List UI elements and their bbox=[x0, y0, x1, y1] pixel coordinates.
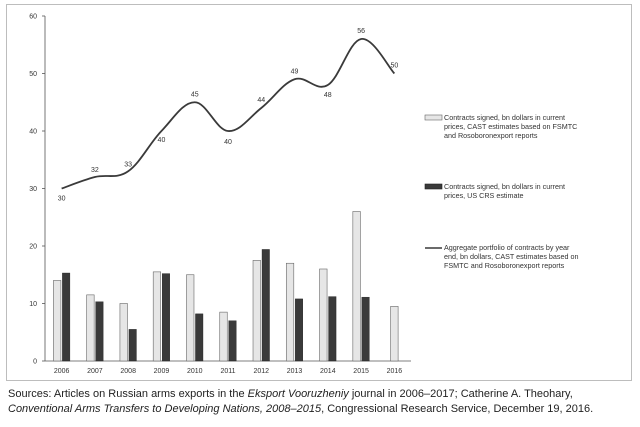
x-tick-label: 2008 bbox=[120, 368, 136, 375]
bar-cast bbox=[119, 303, 128, 362]
legend-entry-text: end, bn dollars, CAST estimates based on bbox=[444, 252, 579, 261]
legend-swatch bbox=[424, 183, 443, 190]
line-point-label: 50 bbox=[390, 63, 398, 70]
bar-cast bbox=[186, 274, 195, 362]
legend-swatch bbox=[424, 114, 443, 121]
bar-crs bbox=[128, 329, 137, 362]
bar-cast bbox=[285, 262, 295, 362]
x-tick-label: 2006 bbox=[54, 368, 70, 375]
bar-crs bbox=[95, 301, 104, 362]
x-tick-label: 2012 bbox=[253, 368, 269, 375]
legend: Contracts signed, bn dollars in currentp… bbox=[424, 113, 579, 270]
bar-crs bbox=[328, 296, 337, 362]
x-tick-label: 2015 bbox=[353, 368, 369, 375]
bar-cast bbox=[152, 271, 162, 362]
chart-frame: 0 10 20 30 40 50 60 2006 2007 2008 2009 2010 2011 201… bbox=[6, 4, 632, 381]
x-tick-label: 2014 bbox=[320, 368, 336, 375]
source-journal: Eksport Vooruzheniy bbox=[247, 388, 349, 400]
x-tick-label: 2016 bbox=[387, 368, 403, 375]
legend-entry-text: prices, CAST estimates based on FSMTC bbox=[444, 122, 577, 131]
label-layer: 30 32 33 40 45 40 44 49 48 56 50 bbox=[58, 28, 399, 203]
line-point-label: 40 bbox=[224, 139, 232, 146]
bar-crs bbox=[361, 296, 370, 362]
chart-canvas: 0 10 20 30 40 50 60 2006 2007 2008 2009 2010 2011 201… bbox=[29, 14, 579, 376]
bar-cast bbox=[352, 211, 361, 362]
y-tick-label: 20 bbox=[29, 244, 37, 251]
y-tick-label: 60 bbox=[29, 14, 37, 21]
line-point-label: 44 bbox=[257, 97, 265, 104]
y-tick-label: 0 bbox=[33, 359, 37, 366]
bar-cast bbox=[319, 268, 328, 362]
x-tick-label: 2011 bbox=[220, 368, 235, 375]
source-mid: journal in 2006–2017; Catherine A. Theoh… bbox=[348, 388, 573, 400]
line-point-label: 48 bbox=[324, 92, 332, 99]
bar-crs bbox=[295, 298, 303, 362]
line-point-label: 45 bbox=[191, 91, 199, 98]
line-point-label: 30 bbox=[58, 196, 66, 203]
bar-cast bbox=[252, 260, 261, 362]
y-tick-label: 30 bbox=[29, 186, 37, 193]
line-point-label: 32 bbox=[91, 167, 99, 174]
grid-layer: 0 10 20 30 40 50 60 2006 2007 2008 2009 2010 2011 201… bbox=[29, 14, 411, 375]
source-prefix: Sources: Articles on Russian arms export… bbox=[8, 388, 248, 400]
source-suffix: , Congressional Research Service, Decemb… bbox=[321, 403, 594, 415]
x-tick-label: 2013 bbox=[287, 368, 303, 375]
legend-entry-text: prices, US CRS estimate bbox=[444, 191, 523, 200]
bar-crs bbox=[162, 273, 170, 362]
aggregate-portfolio-line bbox=[61, 38, 396, 190]
x-tick-label: 2007 bbox=[87, 368, 103, 375]
line-point-label: 40 bbox=[158, 137, 166, 144]
y-tick-label: 10 bbox=[29, 301, 37, 308]
line-point-label: 56 bbox=[357, 28, 365, 35]
bar-crs bbox=[228, 320, 237, 362]
legend-entry-text: Contracts signed, bn dollars in current bbox=[444, 182, 565, 191]
bar-cast bbox=[53, 280, 62, 362]
x-tick-label: 2010 bbox=[187, 368, 203, 375]
source-note: Sources: Articles on Russian arms export… bbox=[8, 387, 636, 417]
line-point-label: 49 bbox=[291, 68, 299, 75]
legend-entry-text: FSMTC and Rosoboronexport reports bbox=[444, 261, 565, 270]
legend-entry-text: Contracts signed, bn dollars in current bbox=[444, 113, 565, 122]
bar-cast bbox=[219, 311, 228, 362]
legend-entry-text: Aggregate portfolio of contracts by year bbox=[444, 243, 570, 252]
line-layer bbox=[61, 38, 396, 190]
bar-cast bbox=[390, 306, 399, 362]
x-tick-label: 2009 bbox=[154, 368, 170, 375]
line-point-label: 33 bbox=[124, 161, 132, 168]
y-tick-label: 50 bbox=[29, 71, 37, 78]
bar-layer bbox=[53, 211, 399, 362]
bar-crs bbox=[195, 313, 204, 362]
y-tick-label: 40 bbox=[29, 129, 37, 136]
bar-crs bbox=[261, 249, 270, 362]
bar-crs bbox=[62, 272, 71, 362]
legend-entry-text: and Rosoboronexport reports bbox=[444, 131, 538, 140]
source-book: Conventional Arms Transfers to Developin… bbox=[8, 403, 322, 415]
bar-cast bbox=[86, 294, 95, 362]
